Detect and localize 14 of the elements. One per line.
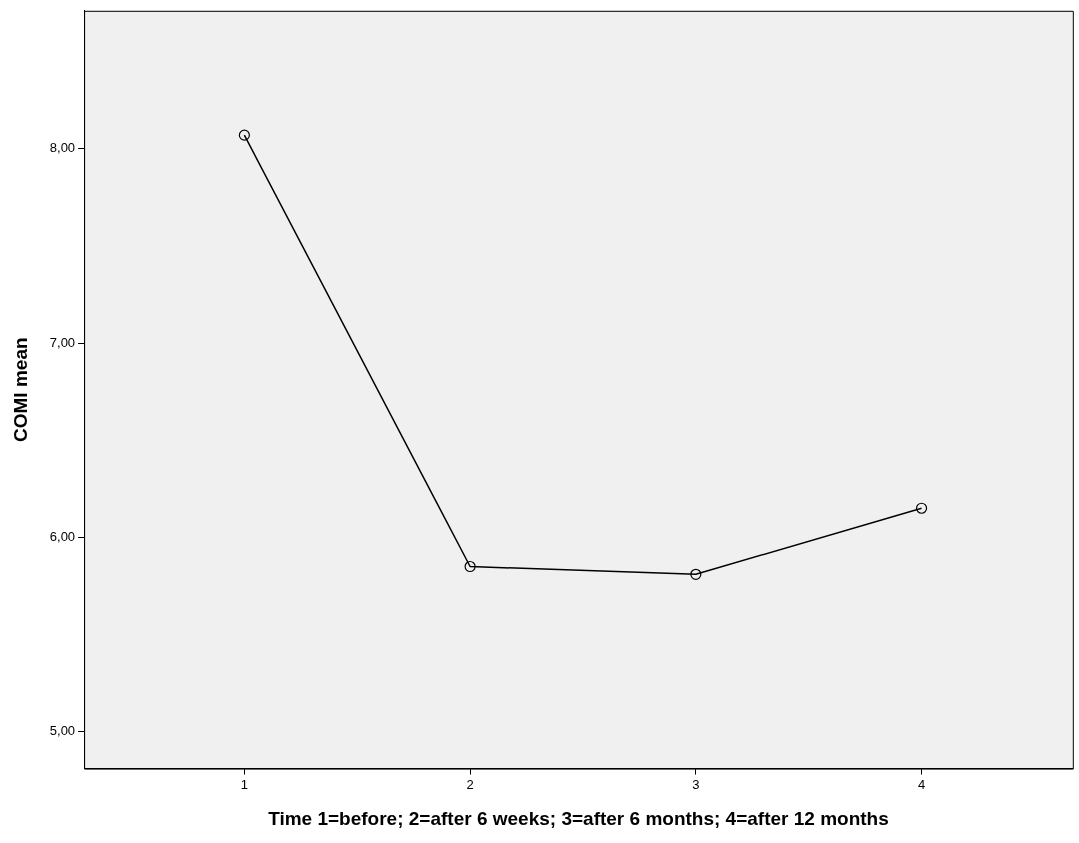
y-tick-label: 7,00 <box>49 334 76 350</box>
x-tick-label: 1 <box>240 776 248 792</box>
point <box>238 129 250 141</box>
x-tick-label: 2 <box>466 776 474 792</box>
y-axis-title: COMI mean <box>9 337 31 442</box>
point <box>915 502 928 514</box>
y-tick-label: 8,00 <box>49 140 76 156</box>
point <box>464 560 476 573</box>
x-axis-title: Time 1=before; 2=after 6 weeks; 3=after 6 months; 4=after 12 months <box>268 807 889 829</box>
x-tick-label: 3 <box>692 776 700 792</box>
y-tick-label: 6,00 <box>49 528 76 544</box>
x-tick-label: 4 <box>917 776 926 792</box>
point <box>690 568 702 580</box>
y-tick-label: 5,00 <box>49 723 76 739</box>
